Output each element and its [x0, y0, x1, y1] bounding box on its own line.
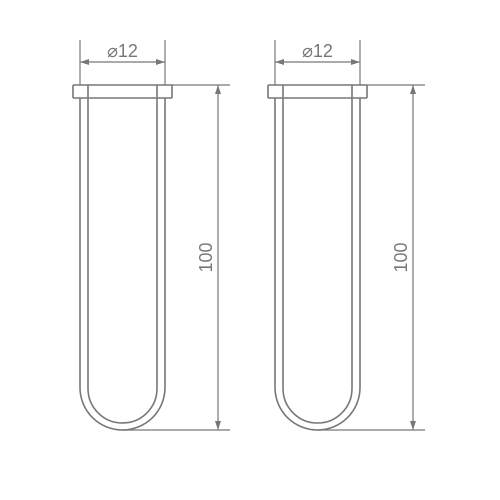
technical-drawing: ⌀12 100 ⌀12 100 [0, 0, 500, 500]
height-label-left: 100 [196, 242, 216, 272]
tube-right: ⌀12 100 [268, 40, 425, 430]
diameter-dim-left: ⌀12 [80, 40, 165, 85]
diameter-label-right: ⌀12 [302, 41, 333, 61]
tube-left: ⌀12 100 [73, 40, 230, 430]
height-dim-right: 100 [318, 85, 426, 430]
diameter-label-left: ⌀12 [107, 41, 138, 61]
height-dim-left: 100 [123, 85, 231, 430]
diameter-dim-right: ⌀12 [275, 40, 360, 85]
height-label-right: 100 [391, 242, 411, 272]
